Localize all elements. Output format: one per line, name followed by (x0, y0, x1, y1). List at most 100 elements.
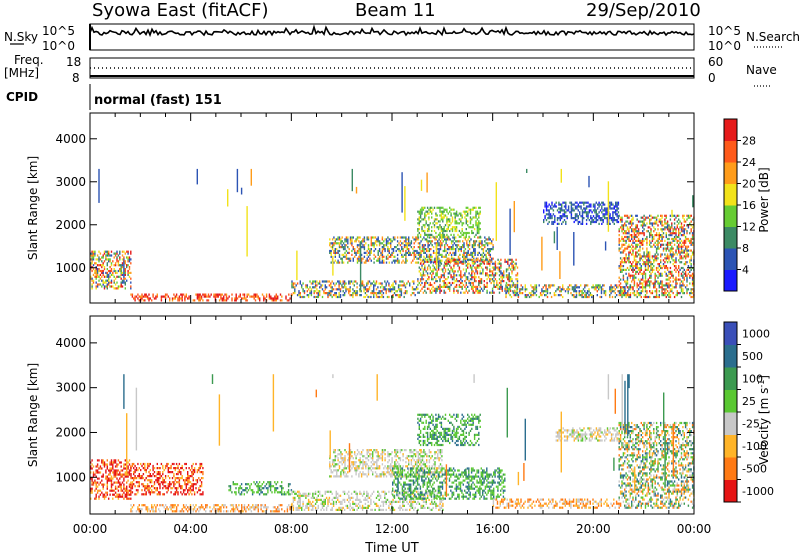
data-cell (481, 253, 483, 256)
data-cell (408, 249, 410, 253)
velocity-cells (90, 374, 695, 513)
data-cell (378, 259, 381, 262)
data-cell (635, 234, 637, 237)
data-cell (675, 216, 677, 219)
data-cell (307, 288, 310, 291)
data-cell (514, 268, 516, 271)
data-cell (102, 483, 104, 486)
data-cell (651, 257, 654, 260)
data-cell (117, 473, 120, 476)
data-cell (570, 211, 573, 214)
data-cell (489, 253, 491, 256)
data-cell (548, 213, 550, 216)
data-cell (121, 254, 124, 257)
data-cell (639, 241, 641, 244)
data-cell (472, 289, 474, 292)
data-cell (392, 259, 395, 262)
data-cell (428, 218, 430, 221)
data-cell (465, 235, 467, 238)
data-cell (451, 228, 454, 231)
data-cell (417, 280, 419, 283)
data-cell (491, 262, 494, 265)
data-cell (549, 284, 551, 287)
data-cell (218, 299, 221, 302)
data-cell (370, 236, 372, 239)
data-cell (676, 292, 678, 295)
data-cell (621, 294, 623, 297)
data-cell (373, 249, 375, 253)
data-cell (626, 247, 629, 250)
data-cell (661, 286, 663, 289)
data-cell (452, 244, 454, 247)
data-cell (114, 262, 117, 265)
data-cell (91, 477, 93, 480)
data-cell (404, 290, 407, 293)
data-cell (223, 299, 225, 302)
data-cell (628, 230, 630, 233)
data-cell (380, 251, 382, 254)
data-cell (458, 285, 461, 288)
data-cell (676, 214, 678, 217)
data-cell (218, 293, 221, 296)
data-cell (341, 261, 343, 264)
data-cell (573, 220, 575, 224)
data-cell (644, 295, 647, 299)
data-cell (447, 287, 449, 290)
data-cell (689, 261, 691, 264)
colorbar-segment (724, 119, 737, 141)
data-cell (455, 248, 457, 251)
data-cell (500, 287, 502, 290)
data-cell (94, 252, 96, 255)
data-cell (101, 467, 103, 470)
data-cell (439, 264, 441, 267)
data-cell (660, 282, 662, 285)
data-cell (646, 282, 648, 285)
data-cell (478, 259, 480, 262)
data-cell (134, 299, 136, 302)
data-cell (473, 260, 476, 263)
data-cell (626, 286, 629, 289)
data-cell (633, 230, 636, 233)
data-cell (553, 294, 556, 297)
data-cell (683, 232, 685, 235)
data-cell (478, 216, 480, 219)
data-cell (676, 282, 678, 285)
data-cell (473, 255, 475, 258)
data-cell (642, 237, 644, 241)
data-cell (189, 487, 192, 490)
data-cell (554, 205, 556, 208)
data-cell (629, 295, 631, 299)
data-cell (686, 249, 688, 252)
data-cell (504, 258, 506, 261)
data-cell (586, 284, 589, 287)
data-cell (417, 261, 420, 264)
data-cell (660, 286, 662, 289)
data-cell (635, 276, 637, 279)
data-cell (103, 268, 106, 271)
data-cell (113, 493, 115, 496)
data-cell (382, 288, 385, 291)
data-cell (361, 284, 364, 287)
data-cell (453, 253, 456, 256)
data-cell (603, 203, 606, 206)
data-cell (476, 289, 479, 292)
data-cell (617, 217, 620, 220)
data-cell (330, 253, 332, 256)
data-cell (496, 266, 498, 269)
data-cell (338, 286, 340, 289)
data-cell (651, 268, 654, 271)
data-cell (520, 292, 522, 295)
data-cell (643, 214, 645, 217)
data-cell (102, 485, 104, 488)
data-cell (436, 218, 438, 221)
data-cell (482, 255, 485, 258)
data-cell (417, 218, 419, 221)
data-cell (390, 240, 392, 243)
data-cell (563, 219, 566, 222)
data-cell (419, 246, 421, 249)
data-cell (396, 257, 399, 260)
data-cell (96, 285, 99, 288)
data-cell (160, 297, 163, 300)
data-cell (612, 213, 614, 216)
data-cell (155, 487, 157, 490)
